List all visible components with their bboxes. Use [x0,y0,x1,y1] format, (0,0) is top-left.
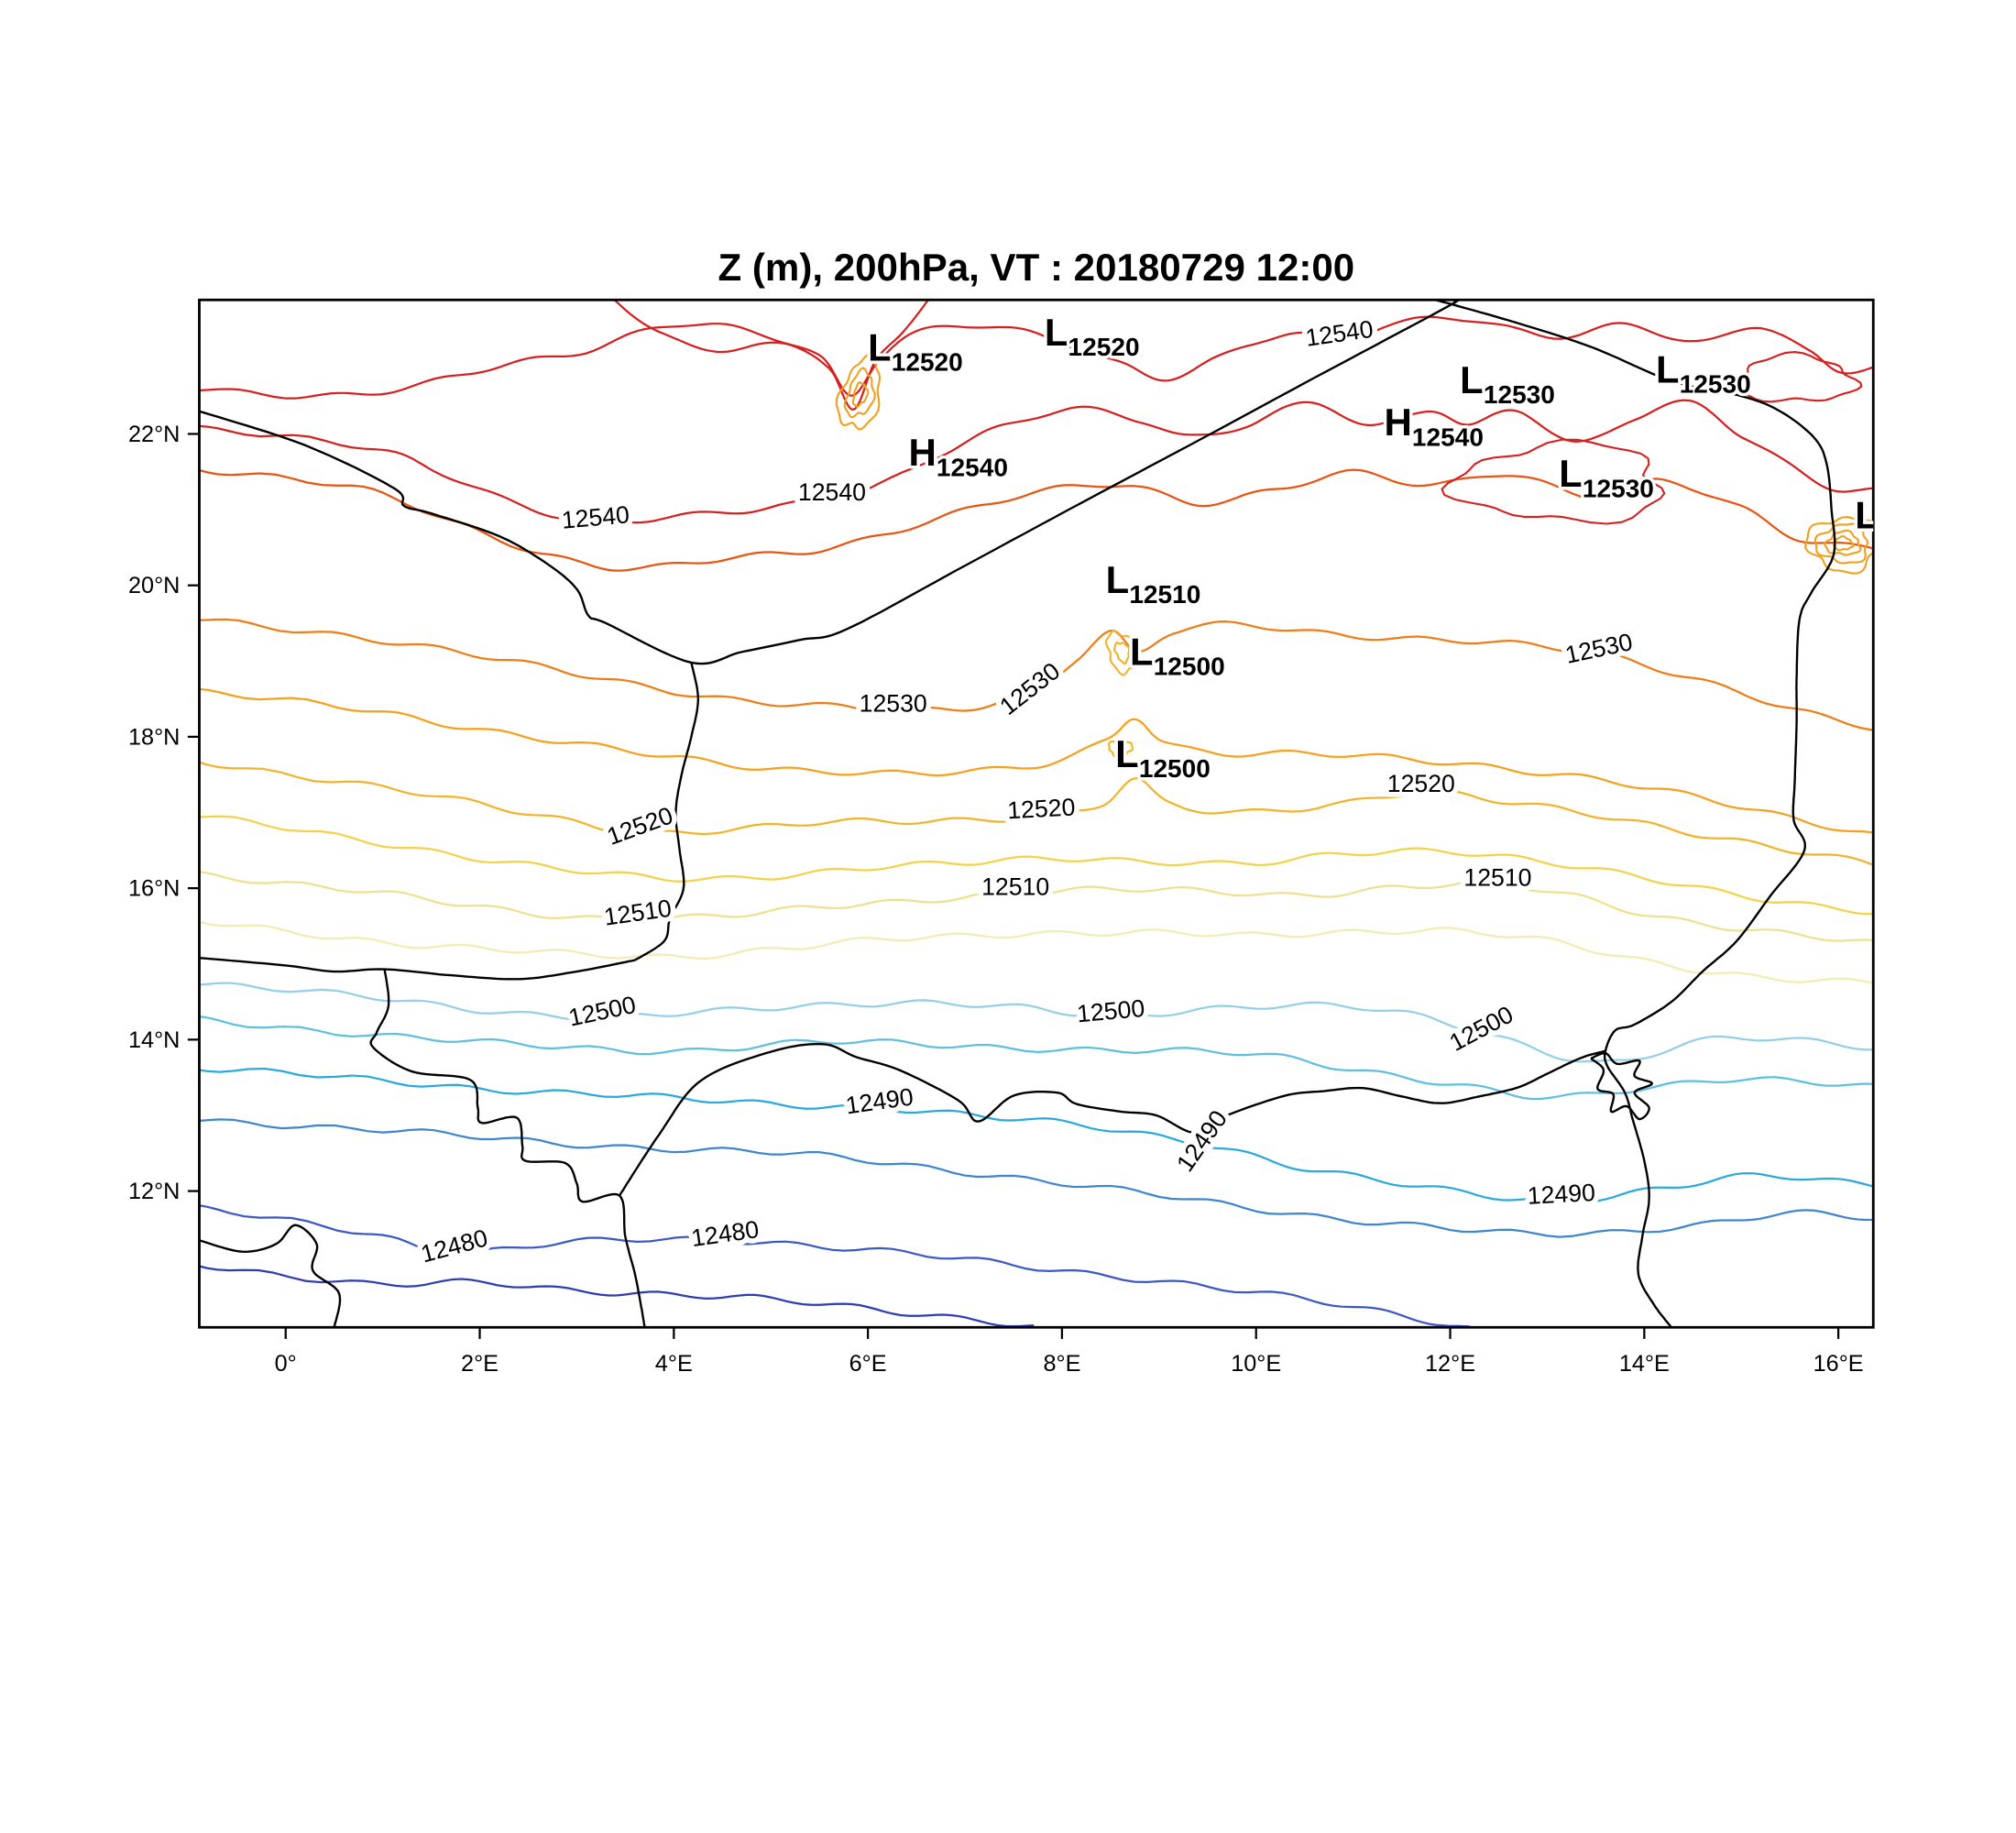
contour-label: 12510 [981,873,1049,901]
x-tick-label: 0° [275,1351,297,1377]
y-tick-label: 12°N [128,1179,180,1204]
contour-line-12535 [199,468,1874,572]
y-tick-label: 20°N [128,573,180,598]
contour-line-12500 [199,982,1874,1063]
pressure-marker-l: L12530 [1656,347,1751,398]
chart-title: Z (m), 200hPa, VT : 20180729 12:00 [718,246,1355,289]
contour-label: 12490 [1527,1179,1596,1210]
contour-line-12540 [199,315,1874,400]
x-tick-label: 4°E [655,1351,693,1377]
contour-line-12485 [199,1118,1874,1238]
pressure-marker-h: H12540 [909,431,1008,481]
boundary-west-horizontal [199,956,636,981]
pressure-marker-layer: L12520L12520H12540H12540L12530L12530L125… [865,307,1950,785]
boundary-south-wavy [618,1042,1606,1197]
cutoff-low-d [1804,516,1874,575]
contour-line-12520 [199,761,1874,866]
contour-label: 12480 [418,1224,490,1268]
cutoff-low-b [1112,642,1131,665]
contour-label: 12520 [1007,793,1077,824]
cutoff-low-d [1814,522,1868,565]
cutoff-low-c [1107,740,1134,758]
x-tick-label: 12°E [1425,1351,1475,1377]
pressure-marker-l: L12530 [1559,452,1654,502]
contour-line-12475 [199,1265,1035,1328]
x-tick-label: 2°E [461,1351,499,1377]
cutoff-low-a [851,380,870,408]
contour-line-12510 [199,871,1874,942]
contour-label: 12540 [798,478,866,506]
contour-label: 12510 [1463,864,1531,892]
lake-chad-outline [1590,1051,1654,1121]
cutoff-low-d [1824,529,1862,556]
contour-label: 12480 [689,1215,761,1252]
y-tick-label: 18°N [128,724,180,750]
contour-label: 12540 [1304,315,1375,352]
contour-label: 12510 [602,895,674,931]
contour-line-12505 [199,920,1874,984]
pressure-marker-l: L12510 [1106,558,1201,609]
contour-label: 12490 [844,1082,915,1119]
boundary-east [1435,300,1836,1328]
axes-layer: 0° 2°E 4°E 6°E 8°E 10°E 12°E 14°E 16°E 22°N 20°N 18… [128,298,1875,1377]
contour-label: 12540 [561,500,630,533]
contour-line-12490 [199,1067,1874,1203]
contour-label: 12500 [566,991,639,1032]
x-tick-label: 10°E [1231,1351,1281,1377]
contour-label: 12530 [994,657,1065,720]
pressure-marker-h: H12540 [1385,401,1484,451]
contour-line-12545 [614,300,929,412]
boundary-sw-descent [369,969,646,1328]
y-tick-label: 16°N [128,876,180,902]
pressure-marker-l: L12520 [1045,311,1140,361]
country-border-layer [199,300,1836,1328]
contour-label-layer: 12540 12540 12540 12530 12530 12530 12520 12520… [412,310,1639,1273]
boundary-bottom-left [199,1224,342,1328]
x-tick-label: 16°E [1813,1351,1864,1377]
cutoff-low-b [1105,630,1141,676]
x-tick-label: 8°E [1043,1351,1080,1377]
contour-label: 12520 [1387,770,1455,797]
cutoff-low-a [835,352,882,431]
boundary-west-vertical [634,662,700,961]
y-tick-label: 22°N [128,422,180,447]
contour-label: 12500 [1445,1001,1518,1057]
pressure-marker-l: L12520 [868,325,963,376]
closed-cell-e [1441,438,1666,525]
closed-cell-f [1728,351,1863,403]
x-tick-label: 6°E [849,1351,887,1377]
contour-line-12515 [199,815,1874,916]
contour-label: 12520 [603,801,676,851]
pressure-marker-l: L12500 [1130,630,1225,680]
contour-line-12525 [199,687,1874,834]
boundary-nw-diagonal [199,300,1461,665]
contour-label: 12500 [1076,994,1145,1027]
contour-layer [199,300,1874,1328]
contour-label: 12530 [1562,628,1635,669]
y-tick-label: 14°N [128,1027,180,1053]
contour-line-12530 [199,618,1874,731]
x-tick-label: 14°E [1619,1351,1670,1377]
plot-frame [198,298,1875,1329]
contour-line-12540 [199,399,1874,524]
pressure-marker-l: L12530 [1855,494,1950,544]
pressure-marker-l: L12500 [1115,732,1211,783]
cutoff-low-a [843,367,876,419]
contour-label: 12530 [860,690,927,718]
contour-line-12495 [199,1015,1874,1101]
contour-line-12480 [199,1204,1471,1328]
pressure-marker-l: L12530 [1460,358,1555,409]
